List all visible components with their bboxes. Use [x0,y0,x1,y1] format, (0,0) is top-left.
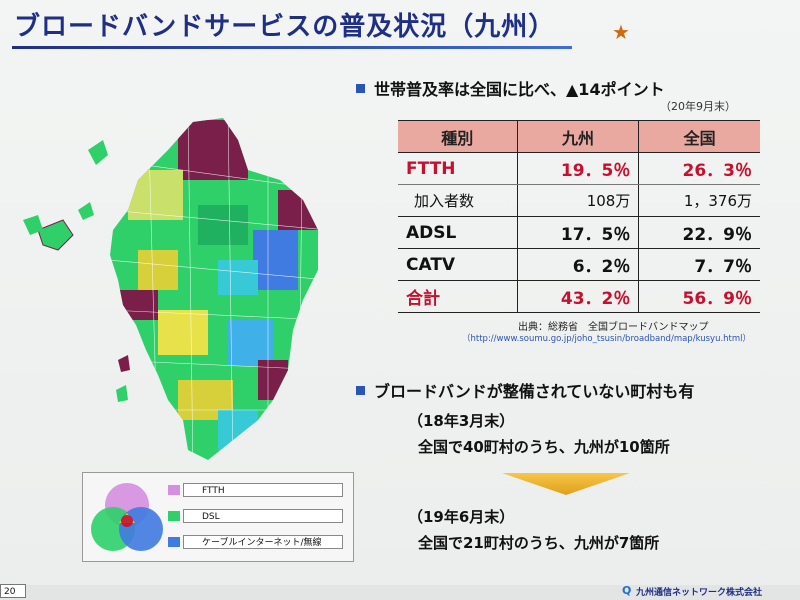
row-national: 1，376万 [638,184,760,217]
title-underline [12,46,572,49]
row-national: 26．3％ [638,152,760,185]
legend-item-ftth: FTTH [168,483,343,497]
page-number: 20 [0,584,26,598]
period2: （19年6月末） [408,508,515,526]
row-kyushu: 108万 [516,184,639,217]
section1-heading: 世帯普及率は全国に比べ、▲14ポイント [374,80,665,99]
row-national: 56．9％ [638,280,760,313]
row-kyushu: 43．2％ [516,280,639,313]
legend-item-dsl: DSL [168,509,343,523]
date-note: （20年9月末） [660,100,736,113]
down-arrow-icon [502,473,630,495]
table-row: CATV 6．2％ 7．7％ [398,248,760,281]
source-note: 出典：総務省 全国ブロードバンドマップ [518,322,709,333]
swatch-icon [168,537,180,547]
source-url[interactable]: （http://www.soumu.go.jp/joho_tsusin/broa… [462,334,752,344]
map-legend: FTTH DSL ケーブルインターネット/無線 [82,472,354,562]
swatch-icon [168,511,180,521]
legend-label: ケーブルインターネット/無線 [202,538,322,548]
venn-diagram-icon [91,483,163,551]
page-title: ブロードバンドサービスの普及状況（九州） [14,12,556,42]
header-kyushu: 九州 [516,120,639,153]
row-kyushu: 6．2％ [516,248,639,281]
bullet-icon [356,386,365,395]
header-national: 全国 [638,120,760,153]
company-name: 九州通信ネットワーク株式会社 [636,588,763,598]
table-row: ADSL 17．5％ 22．9％ [398,216,760,249]
swatch-icon [168,485,180,495]
table-row: FTTH 19．5％ 26．3％ [398,152,760,185]
row-kyushu: 19．5％ [516,152,639,185]
legend-label: FTTH [202,486,225,496]
star-icon: ★ [612,20,630,44]
company-logo-icon: Q [622,584,632,597]
text2: 全国で21町村のうち、九州が7箇所 [418,534,660,552]
row-label: CATV [398,248,518,281]
legend-label: DSL [202,512,220,522]
row-national: 7．7％ [638,248,760,281]
row-label: FTTH [398,152,518,185]
bullet-icon [356,84,365,93]
row-label: 合計 [398,280,518,313]
legend-item-cable: ケーブルインターネット/無線 [168,535,343,549]
text1: 全国で40町村のうち、九州が10箇所 [418,438,670,456]
period1: （18年3月末） [408,412,515,430]
table-row: 合計 43．2％ 56．9％ [398,280,760,313]
row-label: ADSL [398,216,518,249]
broadband-table: 種別 九州 全国 FTTH 19．5％ 26．3％ 加入者数 108万 1，37… [398,120,760,313]
kyushu-broadband-map [23,118,318,460]
row-national: 22．9％ [638,216,760,249]
footer-bar [0,585,800,600]
header-type: 種別 [398,120,518,153]
table-row: 加入者数 108万 1，376万 [398,184,760,217]
row-label: 加入者数 [398,184,518,217]
row-kyushu: 17．5％ [516,216,639,249]
section2-heading: ブロードバンドが整備されていない町村も有 [374,382,695,401]
